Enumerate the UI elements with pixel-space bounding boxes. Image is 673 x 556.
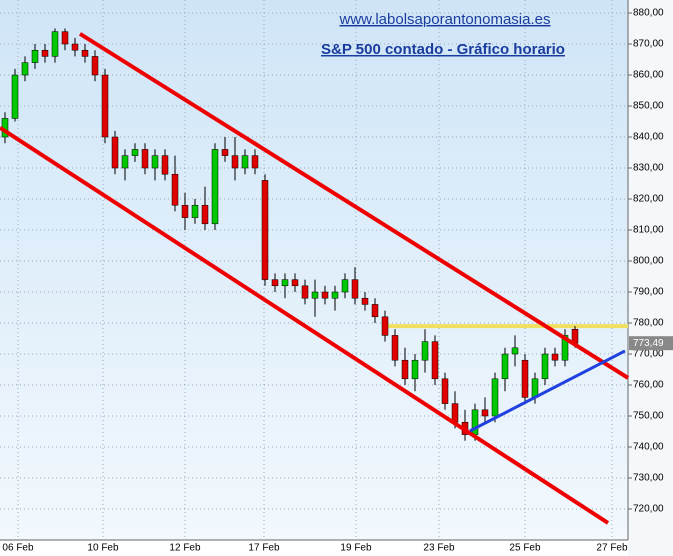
y-tick-label: 860,00: [633, 70, 664, 81]
candle-body: [101, 74, 109, 138]
candle-body: [321, 291, 329, 299]
candle-body: [431, 341, 439, 380]
candle-body: [51, 31, 59, 57]
y-tick-label: 840,00: [633, 132, 664, 143]
chart-title: S&P 500 contado - Gráfico horario: [321, 41, 565, 58]
candle-body: [301, 285, 309, 299]
channel-upper: [78, 32, 630, 380]
x-tick-label: 27 Feb: [596, 543, 628, 554]
candle-body: [291, 279, 299, 287]
candle-body: [171, 173, 179, 206]
candle-body: [121, 155, 129, 169]
candle-body: [211, 149, 219, 225]
y-tick-label: 760,00: [633, 380, 664, 391]
candle-body: [401, 359, 409, 380]
x-tick-label: 10 Feb: [87, 543, 119, 554]
y-tick-label: 810,00: [633, 225, 664, 236]
candle-body: [181, 204, 189, 218]
candle-body: [381, 316, 389, 336]
candle-body: [371, 304, 379, 318]
last-price-box: [629, 336, 673, 351]
channel-lower: [0, 126, 610, 525]
candle-body: [411, 359, 419, 380]
y-tick-label: 870,00: [633, 39, 664, 50]
candle-body: [261, 180, 269, 280]
candle-body: [421, 341, 429, 361]
y-tick-label: 720,00: [633, 504, 664, 515]
candle-body: [271, 279, 279, 287]
y-tick-label: 780,00: [633, 318, 664, 329]
y-tick-label: 800,00: [633, 256, 664, 267]
x-tick-label: 06 Feb: [2, 543, 34, 554]
x-tick-label: 19 Feb: [340, 543, 372, 554]
candle-body: [71, 43, 79, 51]
candle-body: [541, 353, 549, 380]
candle-body: [191, 204, 199, 218]
candle-body: [201, 204, 209, 225]
candle-body: [251, 155, 259, 169]
x-tick-label: 23 Feb: [423, 543, 455, 554]
y-tick-label: 740,00: [633, 442, 664, 453]
candle-body: [161, 155, 169, 175]
candle-body: [441, 378, 449, 404]
candle-body: [351, 279, 359, 299]
candle-body: [231, 155, 239, 169]
candle-body: [221, 149, 229, 156]
last-price-label: 773,49: [633, 338, 664, 349]
candle-body: [141, 149, 149, 169]
candle-body: [81, 49, 89, 57]
resistance-line: [385, 324, 628, 329]
x-tick-label: 12 Feb: [169, 543, 201, 554]
candle-body: [61, 31, 69, 45]
candle-body: [151, 155, 159, 169]
y-tick-label: 730,00: [633, 473, 664, 484]
candle-body: [241, 155, 249, 169]
candle-body: [481, 409, 489, 417]
plot-area: [0, 0, 628, 540]
candle-body: [31, 49, 39, 63]
candle-body: [391, 335, 399, 361]
candle-body: [551, 353, 559, 361]
y-tick-label: 790,00: [633, 287, 664, 298]
candle-body: [281, 279, 289, 287]
candle-body: [511, 347, 519, 355]
candle-body: [451, 403, 459, 423]
candle-body: [111, 136, 119, 169]
candle-body: [361, 297, 369, 305]
candle-body: [521, 359, 529, 398]
y-tick-label: 750,00: [633, 411, 664, 422]
candle-body: [11, 74, 19, 119]
y-tick-label: 820,00: [633, 194, 664, 205]
candle-body: [91, 56, 99, 76]
candle-body: [491, 378, 499, 417]
y-tick-label: 830,00: [633, 163, 664, 174]
candle-body: [311, 291, 319, 299]
y-tick-label: 850,00: [633, 101, 664, 112]
candle-body: [501, 353, 509, 380]
x-tick-label: 25 Feb: [509, 543, 541, 554]
candle-body: [341, 279, 349, 293]
candle-body: [331, 291, 339, 299]
x-tick-label: 17 Feb: [248, 543, 280, 554]
y-tick-label: 880,00: [633, 8, 664, 19]
candle-body: [131, 149, 139, 156]
candle-body: [41, 49, 49, 57]
support: [469, 349, 626, 433]
y-tick-label: 770,00: [633, 349, 664, 360]
candle-body: [21, 62, 29, 76]
axis-area: [628, 0, 673, 556]
candle-body: [561, 335, 569, 361]
subtitle: www.labolsaporantonomasia.es: [339, 11, 551, 28]
